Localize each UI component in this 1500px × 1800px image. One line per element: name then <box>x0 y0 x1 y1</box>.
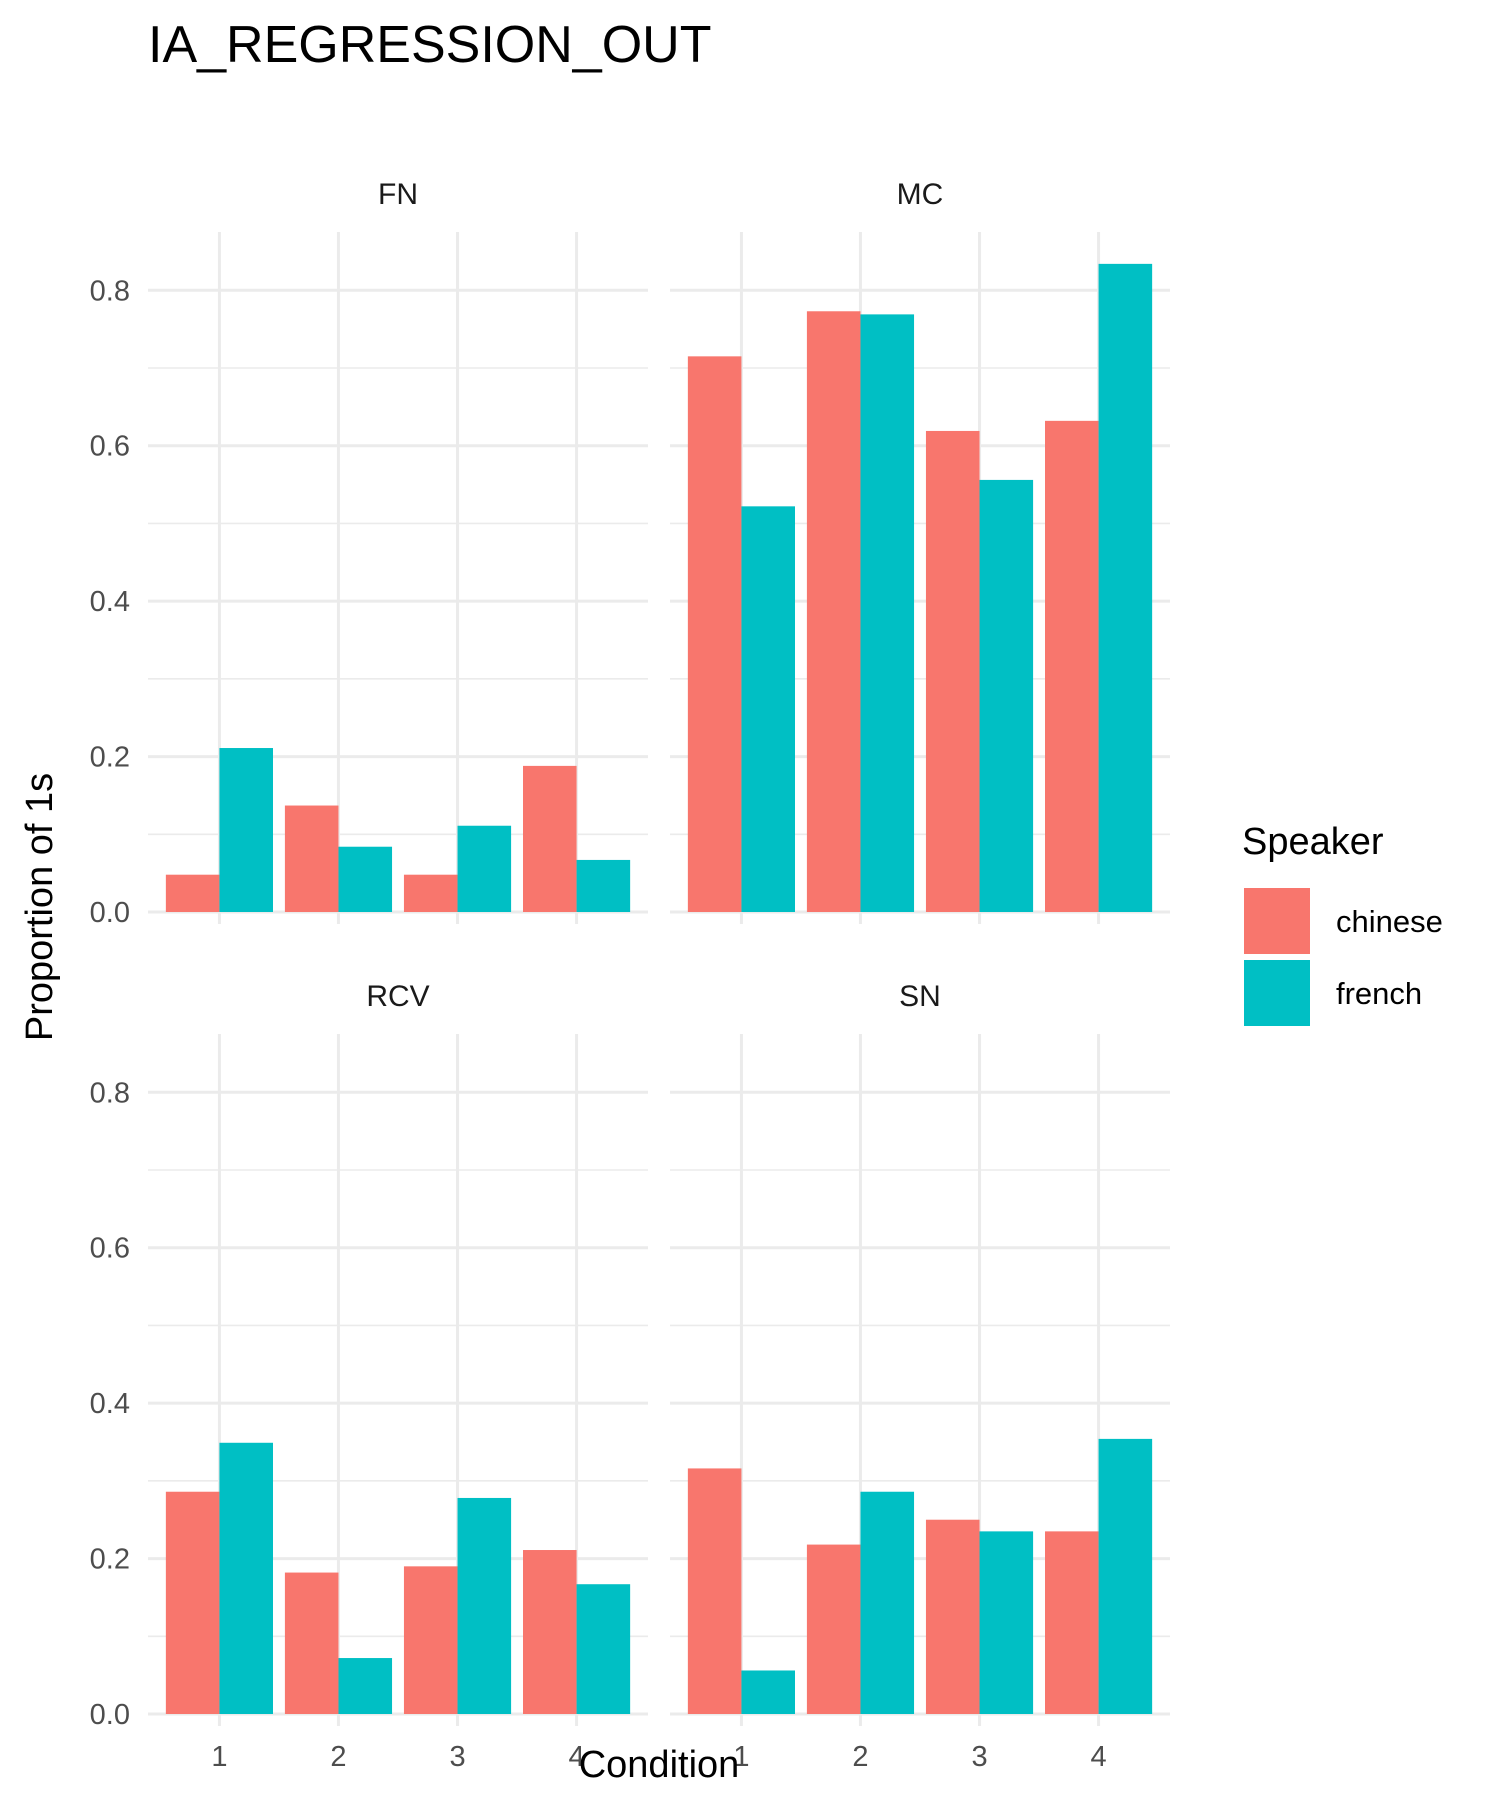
legend: Speaker chinese french <box>1242 821 1443 1026</box>
y-tick-label: 0.0 <box>90 897 130 929</box>
x-tick-label: 3 <box>971 1741 987 1773</box>
bar-fn-chinese-2 <box>284 805 339 912</box>
bar-rcv-french-3 <box>457 1497 512 1714</box>
bar-rcv-chinese-2 <box>284 1572 339 1714</box>
bar-rcv-french-2 <box>338 1658 393 1714</box>
bar-rcv-chinese-3 <box>403 1566 458 1714</box>
bar-rcv-chinese-4 <box>523 1550 577 1714</box>
legend-key <box>1244 888 1310 954</box>
bar-fn-chinese-3 <box>403 874 458 912</box>
x-tick-label: 1 <box>733 1741 749 1773</box>
bar-sn-french-3 <box>979 1531 1034 1714</box>
bar-mc-french-1 <box>741 506 795 912</box>
y-tick-label: 0.2 <box>90 742 130 774</box>
x-tick-label: 2 <box>330 1741 346 1773</box>
legend-key <box>1244 960 1310 1026</box>
bar-sn-french-4 <box>1098 1438 1153 1714</box>
x-tick-label: 4 <box>569 1741 585 1773</box>
bar-mc-chinese-2 <box>806 311 861 913</box>
y-tick-label: 0.4 <box>90 1388 130 1420</box>
y-tick-label: 0.0 <box>90 1699 130 1731</box>
facet-panel-fn: FN 0.0 0.2 0.4 0.6 0.8 <box>90 178 648 929</box>
y-tick-label: 0.8 <box>90 1077 130 1109</box>
bar-fn-chinese-1 <box>165 874 220 912</box>
facet-panel-mc: MC <box>670 178 1170 924</box>
legend-title: Speaker <box>1242 821 1384 863</box>
y-tick-label: 0.6 <box>90 431 130 463</box>
y-tick-label: 0.2 <box>90 1544 130 1576</box>
facet-panel-rcv: RCV 0.0 0.2 0.4 0.6 0.8 1 2 3 4 <box>90 980 648 1773</box>
x-tick-label: 1 <box>211 1741 227 1773</box>
bar-rcv-french-1 <box>219 1442 273 1714</box>
x-tick-label: 4 <box>1091 1741 1107 1773</box>
bar-rcv-french-4 <box>576 1584 631 1714</box>
x-tick-label: 3 <box>449 1741 465 1773</box>
bar-mc-french-4 <box>1098 263 1153 912</box>
legend-items: chinese french <box>1244 888 1443 1026</box>
legend-label: french <box>1336 976 1422 1011</box>
legend-label: chinese <box>1336 904 1443 939</box>
x-tick-label: 2 <box>852 1741 868 1773</box>
bar-mc-chinese-4 <box>1045 420 1099 912</box>
facet-strip-label: RCV <box>366 980 429 1013</box>
facet-panel-sn: SN 1 2 3 4 <box>670 980 1170 1773</box>
bar-rcv-chinese-1 <box>165 1491 220 1714</box>
bar-fn-chinese-4 <box>523 765 577 912</box>
bar-sn-chinese-4 <box>1045 1531 1099 1714</box>
bar-fn-french-1 <box>219 748 273 912</box>
bar-sn-chinese-1 <box>687 1468 742 1714</box>
bar-fn-french-3 <box>457 825 512 912</box>
bar-sn-french-1 <box>741 1670 795 1714</box>
bar-mc-french-2 <box>860 314 915 912</box>
legend-item-chinese: chinese <box>1244 888 1443 954</box>
y-axis-title: Proportion of 1s <box>19 773 61 1041</box>
bar-sn-chinese-2 <box>806 1544 861 1714</box>
bar-fn-french-2 <box>338 846 393 912</box>
facet-panels: FN 0.0 0.2 0.4 0.6 0.8 MC RCV 0.0 0.2 0.4 0.6 0.8 1 2 3… <box>90 178 1170 1773</box>
y-tick-label: 0.8 <box>90 275 130 307</box>
y-tick-label: 0.6 <box>90 1233 130 1265</box>
bar-mc-chinese-1 <box>687 356 742 912</box>
bar-sn-french-2 <box>860 1491 915 1714</box>
legend-item-french: french <box>1244 960 1422 1026</box>
bar-mc-chinese-3 <box>925 430 980 912</box>
bar-mc-french-3 <box>979 479 1034 912</box>
y-tick-label: 0.4 <box>90 586 130 618</box>
bar-fn-french-4 <box>576 859 631 912</box>
facet-strip-label: SN <box>899 980 941 1013</box>
chart-title: IA_REGRESSION_OUT <box>148 16 711 74</box>
x-axis-title: Condition <box>579 1744 740 1786</box>
facet-strip-label: MC <box>897 178 944 211</box>
bar-sn-chinese-3 <box>925 1519 980 1714</box>
facet-strip-label: FN <box>378 178 418 211</box>
